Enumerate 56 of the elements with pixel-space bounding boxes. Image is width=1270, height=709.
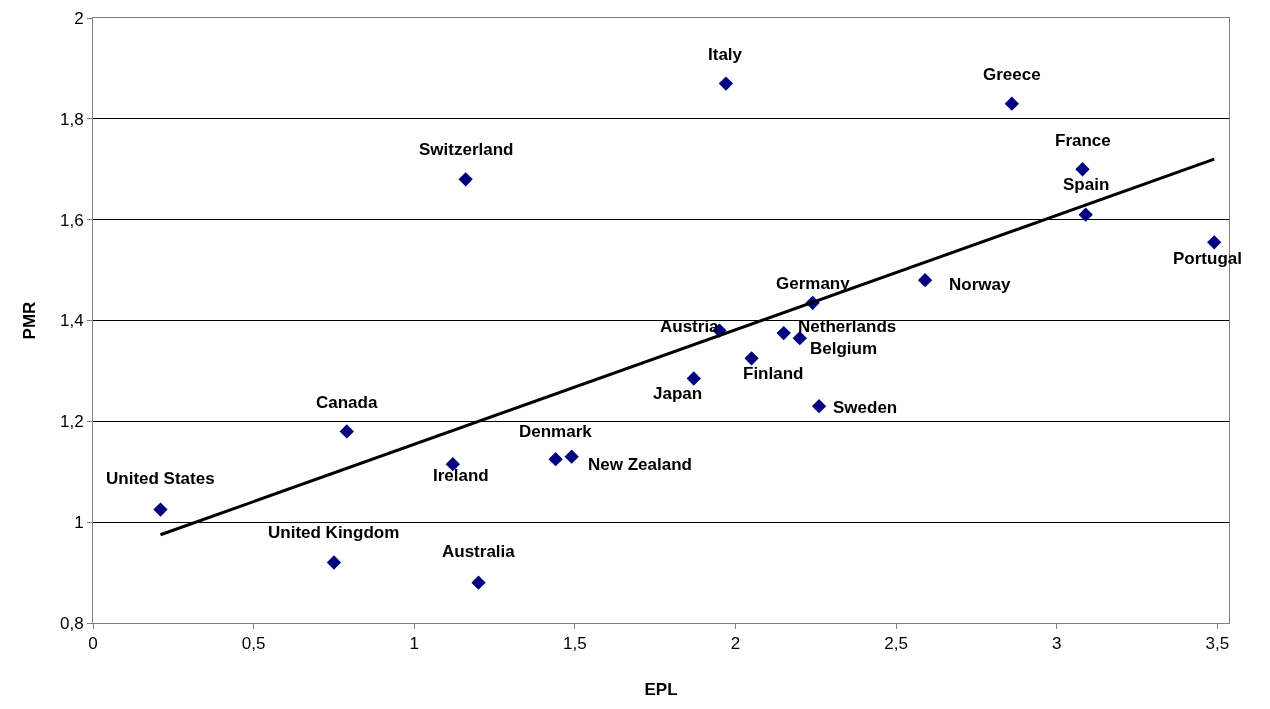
- point: [1075, 162, 1090, 177]
- annotation: Greece: [983, 65, 1041, 84]
- y-axis-title: PMR: [19, 301, 39, 340]
- annotation: Belgium: [810, 339, 878, 358]
- annotation: New Zealand: [588, 455, 692, 474]
- point: [548, 452, 563, 467]
- point: [471, 575, 486, 590]
- annotation: Canada: [316, 393, 378, 412]
- x-tick-label: 0: [88, 634, 98, 654]
- y-tick-label: 1,6: [59, 210, 84, 230]
- x-tick-label: 2,5: [884, 634, 908, 654]
- x-tick-label: 1: [409, 634, 419, 654]
- point: [744, 351, 759, 366]
- annotation: Denmark: [519, 422, 593, 441]
- point: [458, 172, 473, 187]
- annotation: Australia: [442, 542, 516, 561]
- annotation: Netherlands: [798, 317, 897, 336]
- y-tick-label: 1,8: [59, 109, 84, 129]
- point: [1078, 207, 1093, 222]
- point: [339, 424, 354, 439]
- x-tick-label: 3,5: [1205, 634, 1230, 654]
- point: [917, 273, 933, 288]
- point: [326, 555, 342, 570]
- point: [718, 76, 734, 91]
- annotation: Japan: [653, 384, 703, 403]
- annotation: Switzerland: [419, 140, 514, 159]
- y-tick-label: 1: [74, 513, 84, 533]
- y-tick-label: 2: [74, 8, 84, 28]
- point: [1004, 96, 1019, 111]
- annotation: Germany: [776, 274, 851, 293]
- y-tick-label: 0,8: [59, 613, 84, 633]
- annotation: Spain: [1063, 175, 1110, 194]
- annotation: Ireland: [433, 466, 489, 485]
- y-tick-label: 1,2: [59, 412, 84, 432]
- point: [153, 502, 168, 517]
- annotation: Portugal: [1173, 249, 1242, 268]
- annotation: Austria: [660, 317, 720, 336]
- x-tick-label: 1,5: [563, 634, 587, 654]
- point: [686, 371, 701, 386]
- x-axis-title: EPL: [644, 679, 678, 699]
- point: [776, 325, 791, 341]
- annotation: Italy: [708, 45, 743, 64]
- annotation: France: [1055, 131, 1111, 150]
- x-tick-label: 3: [1052, 634, 1062, 654]
- point: [564, 449, 579, 464]
- x-tick-label: 2: [730, 634, 741, 654]
- point: [792, 331, 807, 346]
- y-tick-label: 1,4: [59, 311, 84, 331]
- point: [1207, 235, 1222, 250]
- annotation: Sweden: [833, 398, 898, 417]
- annotation: United Kingdom: [268, 523, 400, 542]
- annotation: Finland: [743, 364, 804, 383]
- annotation: United States: [106, 469, 215, 488]
- point: [811, 399, 827, 414]
- annotation: Norway: [949, 275, 1011, 294]
- x-tick-label: 0,5: [241, 634, 266, 654]
